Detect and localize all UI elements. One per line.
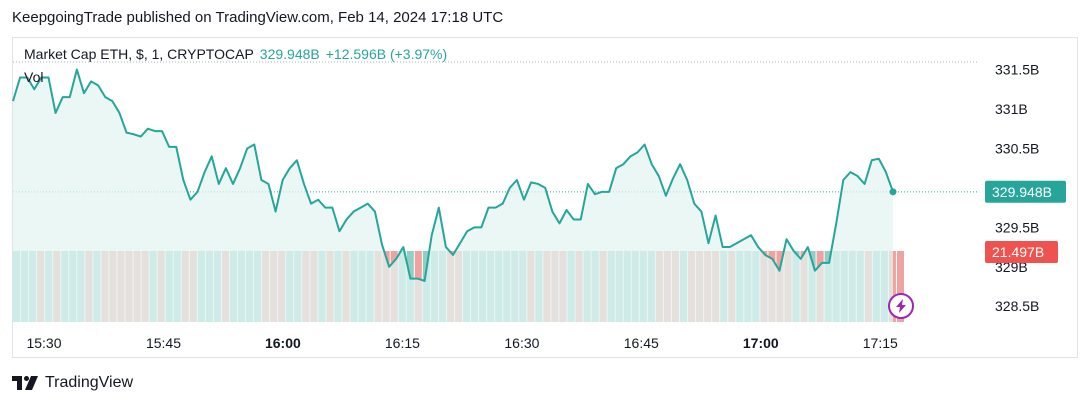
x-tick-label: 16:15	[385, 335, 420, 351]
chart-frame	[12, 37, 1078, 358]
x-axis: 15:30 15:45 16:00 16:15 16:30 16:45 17:00 17:15	[26, 335, 898, 351]
area-layer	[13, 69, 893, 322]
price-area	[13, 69, 893, 322]
price-line	[12, 68, 894, 282]
x-tick-label: 16:30	[504, 335, 539, 351]
last-value: 329.948B	[259, 46, 320, 62]
footer-brand[interactable]: TradingView	[12, 374, 133, 392]
x-tick-label: 16:00	[265, 335, 301, 351]
x-tick-label: 15:30	[26, 335, 61, 351]
x-tick-label: 17:00	[743, 335, 779, 351]
volume-badge-label: 21.497B	[992, 244, 1044, 260]
volume-bar	[896, 251, 904, 322]
tradingview-wordmark: TradingView	[45, 374, 134, 391]
y-tick-label: 329.5B	[995, 219, 1039, 235]
line-layer	[12, 68, 897, 282]
change-value: +12.596B (+3.97%)	[325, 46, 448, 62]
x-tick-label: 15:45	[146, 335, 181, 351]
symbol-label[interactable]: Market Cap ETH, $, 1, CRYPTOCAP	[24, 46, 254, 62]
volume-label[interactable]: Vol	[24, 69, 44, 85]
y-tick-label: 330.5B	[995, 140, 1039, 156]
y-tick-label: 328.5B	[995, 298, 1039, 314]
y-tick-label: 331.5B	[995, 62, 1039, 78]
y-tick-label: 331B	[995, 101, 1028, 117]
tradingview-logo-icon	[12, 376, 38, 390]
badge-layer: 329.948B 21.497B	[985, 180, 1066, 263]
grid-layer	[13, 61, 978, 193]
lightning-icon[interactable]	[888, 293, 914, 319]
last-price-point	[889, 188, 897, 196]
price-badge	[985, 180, 1066, 203]
x-tick-label: 16:45	[624, 335, 659, 351]
x-tick-label: 17:15	[863, 335, 898, 351]
publisher-header: KeepgoingTrade published on TradingView.…	[12, 9, 504, 26]
chart-legend: Market Cap ETH, $, 1, CRYPTOCAP 329.948B +…	[24, 46, 447, 62]
volume-badge	[985, 241, 1058, 263]
price-badge-label: 329.948B	[992, 184, 1052, 200]
